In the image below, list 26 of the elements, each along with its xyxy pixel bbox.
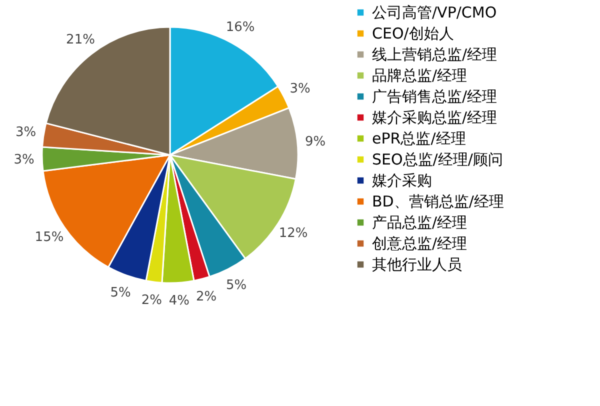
data-label: 15% (34, 230, 64, 246)
legend-label: 广告销售总监/经理 (372, 88, 498, 106)
data-label: 3% (14, 152, 34, 168)
legend-label: CEO/创始人 (372, 24, 454, 42)
legend-label: 线上营销总监/经理 (372, 46, 498, 64)
legend-label: 创意总监/经理 (372, 234, 468, 252)
data-label: 12% (278, 226, 308, 242)
data-label: 21% (66, 32, 95, 48)
data-label: 3% (15, 125, 36, 140)
legend-label: BD、营销总监/经理 (372, 192, 504, 210)
legend-label: 产品总监/经理 (372, 214, 468, 232)
legend-label: 公司高管/VP/CMO (372, 4, 497, 22)
data-label: 2% (141, 292, 162, 308)
data-label: 5% (110, 285, 131, 300)
data-label: 5% (226, 278, 247, 294)
legend-label: ePR总监/经理 (372, 130, 466, 148)
legend-label: SEO总监/经理/顾问 (372, 150, 503, 168)
legend-label: 其他行业人员 (372, 256, 462, 274)
legend-label: 媒介采购总监/经理 (372, 108, 498, 126)
legend-label: 媒介采购 (372, 172, 432, 190)
legend-label: 品牌总监/经理 (372, 66, 468, 84)
data-label: 3% (290, 82, 310, 97)
data-label: 9% (305, 134, 326, 150)
data-label: 4% (168, 294, 190, 309)
data-label: 2% (196, 289, 217, 304)
data-label: 16% (226, 20, 255, 36)
